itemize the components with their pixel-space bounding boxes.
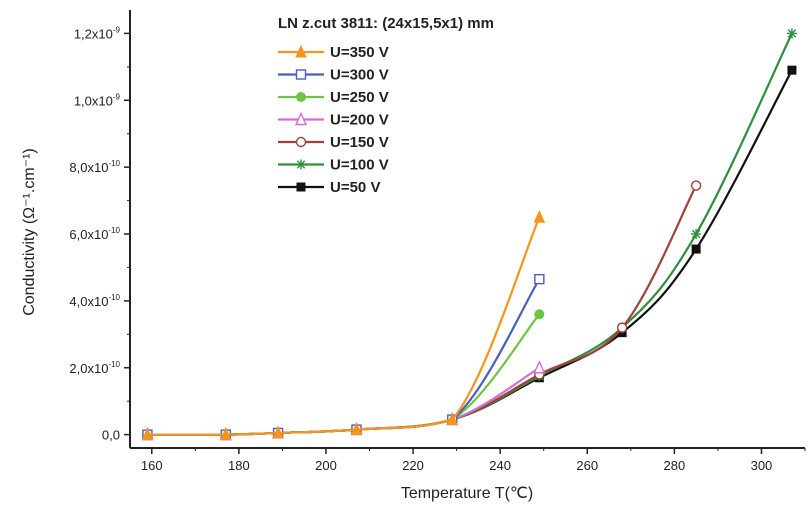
legend-label: U=250 V: [330, 89, 389, 106]
point-marker: [690, 180, 702, 191]
axes: [129, 10, 805, 449]
point-marker: [616, 322, 628, 333]
point-marker: [691, 229, 701, 239]
x-tick-label: 240: [489, 458, 511, 473]
legend: LN z.cut 3811: (24x15,5x1) mm U=350 V U=3…: [278, 15, 494, 196]
data-point: [446, 412, 459, 426]
data-point: [690, 180, 702, 191]
point-marker: [141, 427, 154, 441]
data-point: [296, 159, 306, 170]
point-marker: [296, 92, 306, 102]
data-point: [787, 65, 797, 75]
point-marker: [533, 210, 546, 223]
y-tick-label: 0,0: [102, 428, 120, 443]
point-marker: [534, 309, 545, 320]
point-marker: [533, 360, 546, 374]
series-line: [147, 366, 540, 436]
legend-label: U=350 V: [330, 44, 389, 61]
x-tick-label: 220: [402, 458, 424, 473]
data-point: [296, 92, 306, 102]
x-tick-label: 160: [141, 458, 163, 473]
data-point: [533, 360, 546, 374]
data-point: [534, 309, 545, 320]
legend-label: U=300 V: [330, 67, 389, 84]
data-point: [294, 111, 308, 126]
point-marker: [787, 29, 797, 38]
point-marker: [220, 427, 232, 441]
x-tick-label: 280: [664, 458, 686, 473]
data-point: [295, 44, 307, 58]
legend-item: U=150 V: [278, 134, 389, 151]
point-marker: [272, 425, 284, 439]
series-line: [147, 278, 541, 436]
data-point: [141, 427, 154, 441]
series-line: [147, 216, 541, 436]
data-point: [295, 136, 307, 148]
point-marker: [295, 44, 307, 58]
series-layer: [141, 28, 797, 441]
legend-title: LN z.cut 3811: (24x15,5x1) mm: [278, 15, 494, 32]
axis-ticks: 160 180 200 220 240 260 280 300 0,0 2,0x10-10 4,0x…: [69, 25, 806, 473]
data-point: [616, 322, 628, 333]
series-line: [147, 313, 541, 436]
y-tick-label: 8,0x10-10: [69, 159, 120, 175]
y-tick-label: 1,0x10-9: [74, 92, 121, 108]
legend-item: U=50 V: [278, 179, 380, 196]
data-point: [691, 229, 702, 240]
legend-item: U=350 V: [278, 44, 389, 61]
data-point: [533, 210, 546, 223]
series-line: [147, 185, 698, 436]
series-u-50-v: [142, 65, 797, 440]
data-point: [534, 273, 545, 285]
x-tick-label: 260: [576, 458, 598, 473]
series-u-250-v: [142, 309, 545, 440]
legend-label: U=200 V: [330, 112, 389, 129]
x-tick-label: 180: [228, 458, 250, 473]
legend-item: U=250 V: [278, 89, 389, 106]
y-axis-title: Conductivity (Ω⁻¹.cm⁻¹): [21, 148, 38, 316]
y-tick-label: 6,0x10-10: [69, 226, 120, 242]
legend-label: U=150 V: [330, 134, 389, 151]
point-marker: [787, 65, 797, 75]
x-tick-label: 200: [315, 458, 337, 473]
y-tick-label: 2,0x10-10: [69, 360, 120, 376]
series-u-150-v: [142, 180, 702, 440]
point-marker: [296, 160, 306, 169]
y-tick-label: 4,0x10-10: [69, 293, 120, 309]
x-tick-label: 300: [751, 458, 773, 473]
legend-label: U=100 V: [330, 157, 389, 174]
data-point: [350, 422, 363, 436]
data-point: [220, 427, 232, 441]
legend-item: U=100 V: [278, 157, 389, 174]
data-point: [295, 69, 307, 80]
y-tick-label: 1,2x10-9: [74, 25, 121, 41]
data-point: [786, 28, 797, 39]
point-marker: [296, 182, 306, 192]
point-marker: [295, 69, 307, 80]
data-point: [272, 425, 284, 439]
x-axis-title: Temperature T(℃): [401, 485, 533, 502]
point-marker: [350, 422, 363, 436]
point-marker: [295, 136, 307, 148]
legend-item: U=200 V: [278, 112, 389, 129]
series-u-300-v: [142, 273, 545, 440]
legend-item: U=300 V: [278, 67, 389, 84]
series-u-200-v: [141, 360, 546, 441]
data-point: [296, 182, 306, 192]
data-point: [691, 244, 701, 254]
point-marker: [294, 111, 308, 126]
series-u-100-v: [142, 28, 797, 440]
legend-label: U=50 V: [330, 179, 380, 196]
point-marker: [691, 244, 701, 254]
point-marker: [446, 412, 459, 426]
series-u-350-v: [141, 210, 546, 441]
point-marker: [534, 273, 545, 285]
